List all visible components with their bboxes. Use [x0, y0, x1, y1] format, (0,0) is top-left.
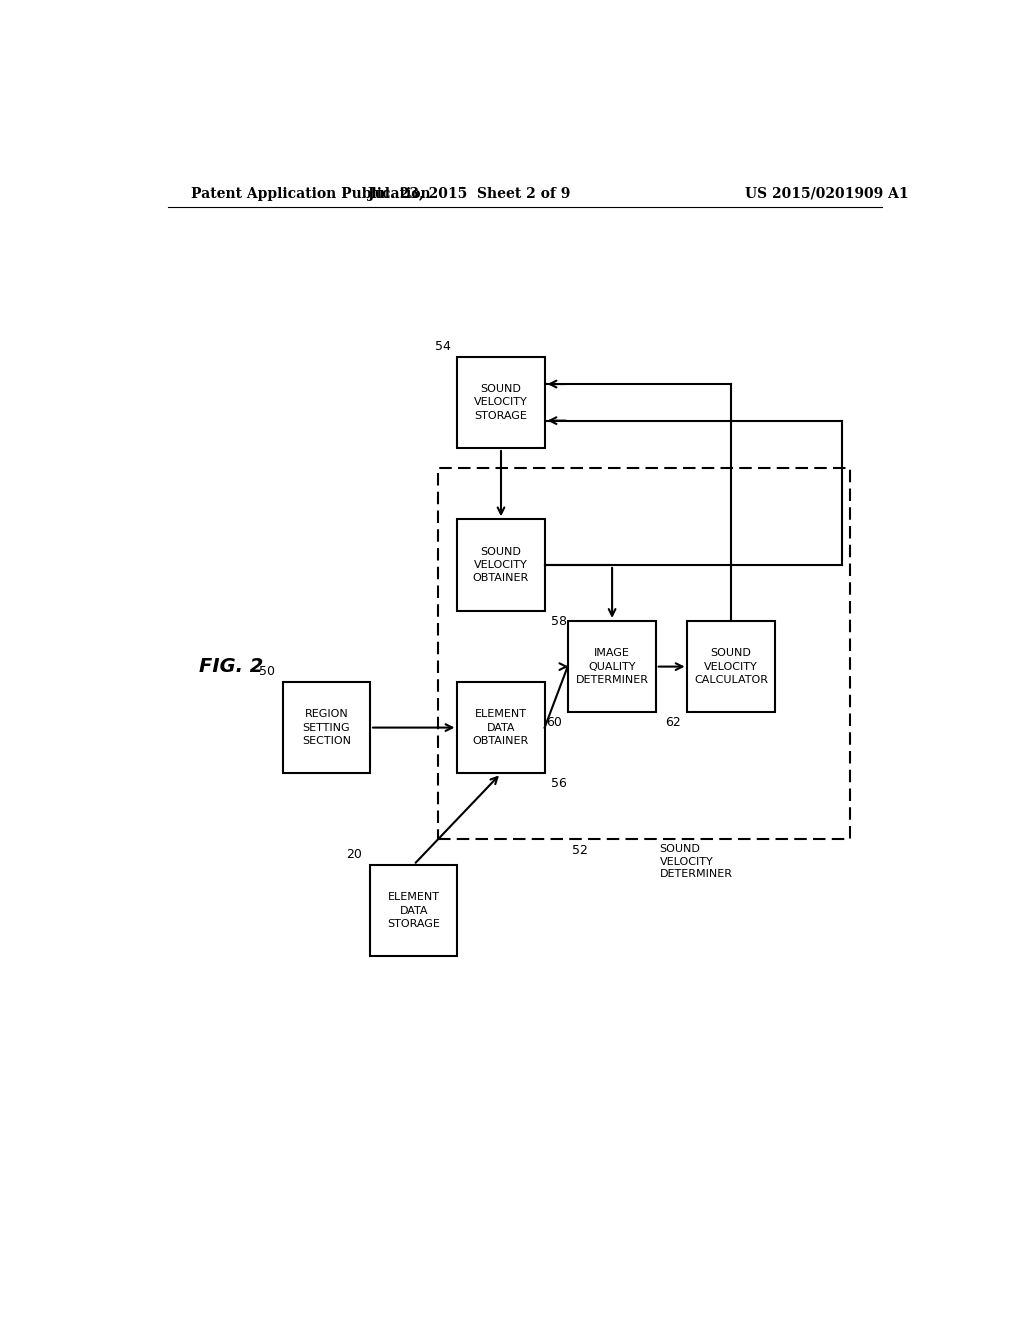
- Text: FIG. 2: FIG. 2: [200, 657, 264, 676]
- Text: 62: 62: [666, 717, 681, 730]
- Text: ELEMENT
DATA
STORAGE: ELEMENT DATA STORAGE: [387, 892, 440, 929]
- Text: 58: 58: [551, 615, 567, 628]
- Text: 50: 50: [259, 665, 274, 677]
- Text: SOUND
VELOCITY
CALCULATOR: SOUND VELOCITY CALCULATOR: [694, 648, 768, 685]
- Bar: [370, 865, 458, 956]
- Text: Patent Application Publication: Patent Application Publication: [191, 187, 431, 201]
- Bar: [437, 469, 850, 840]
- Text: US 2015/0201909 A1: US 2015/0201909 A1: [744, 187, 908, 201]
- Text: REGION
SETTING
SECTION: REGION SETTING SECTION: [302, 709, 351, 746]
- Bar: [458, 356, 545, 447]
- Text: SOUND
VELOCITY
DETERMINER: SOUND VELOCITY DETERMINER: [659, 845, 733, 879]
- Text: Jul. 23, 2015  Sheet 2 of 9: Jul. 23, 2015 Sheet 2 of 9: [368, 187, 570, 201]
- Bar: [458, 519, 545, 611]
- Text: SOUND
VELOCITY
OBTAINER: SOUND VELOCITY OBTAINER: [473, 546, 529, 583]
- Text: 54: 54: [435, 339, 451, 352]
- Text: SOUND
VELOCITY
STORAGE: SOUND VELOCITY STORAGE: [474, 384, 527, 421]
- Text: IMAGE
QUALITY
DETERMINER: IMAGE QUALITY DETERMINER: [575, 648, 648, 685]
- Text: 56: 56: [551, 777, 567, 791]
- Text: ELEMENT
DATA
OBTAINER: ELEMENT DATA OBTAINER: [473, 709, 529, 746]
- Bar: [568, 620, 655, 713]
- Text: 20: 20: [346, 847, 362, 861]
- Bar: [458, 682, 545, 774]
- Bar: [283, 682, 370, 774]
- Text: 52: 52: [572, 845, 589, 858]
- Text: 60: 60: [546, 717, 562, 730]
- Bar: [687, 620, 775, 713]
